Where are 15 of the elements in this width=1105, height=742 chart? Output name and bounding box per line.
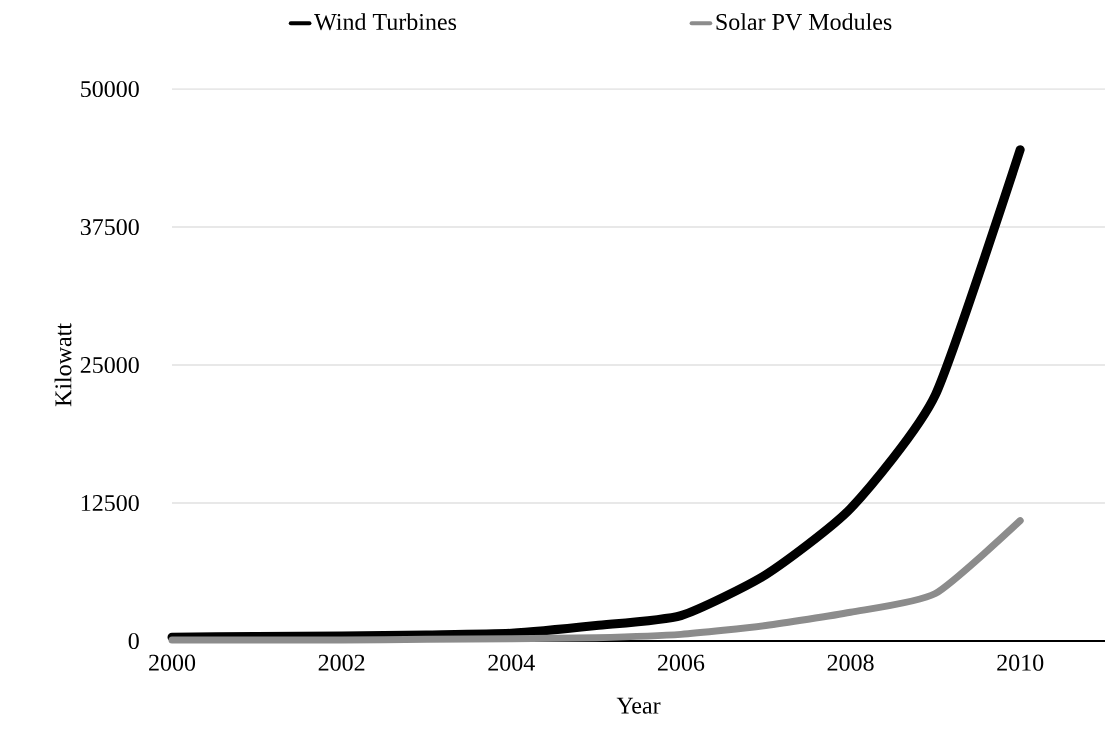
y-tick-label: 12500 xyxy=(81,494,139,512)
y-tick-label: 25000 xyxy=(80,356,139,374)
x-tick-label: 2010 xyxy=(997,654,1044,671)
x-tick-label: 2004 xyxy=(488,654,535,671)
x-axis-title: Year xyxy=(616,697,661,714)
legend-label: Wind Turbines xyxy=(314,13,457,31)
y-tick-label: 37500 xyxy=(80,218,139,236)
x-tick-label: 2008 xyxy=(827,654,874,671)
x-tick-label: 2000 xyxy=(149,654,196,671)
x-tick-label: 2002 xyxy=(318,654,365,671)
x-tick-label: 2006 xyxy=(657,654,705,671)
y-axis-title: Kilowatt xyxy=(54,323,72,407)
legend-label: Solar PV Modules xyxy=(716,13,892,31)
y-tick-label: 50000 xyxy=(81,80,139,98)
y-tick-label: 0 xyxy=(128,632,139,650)
